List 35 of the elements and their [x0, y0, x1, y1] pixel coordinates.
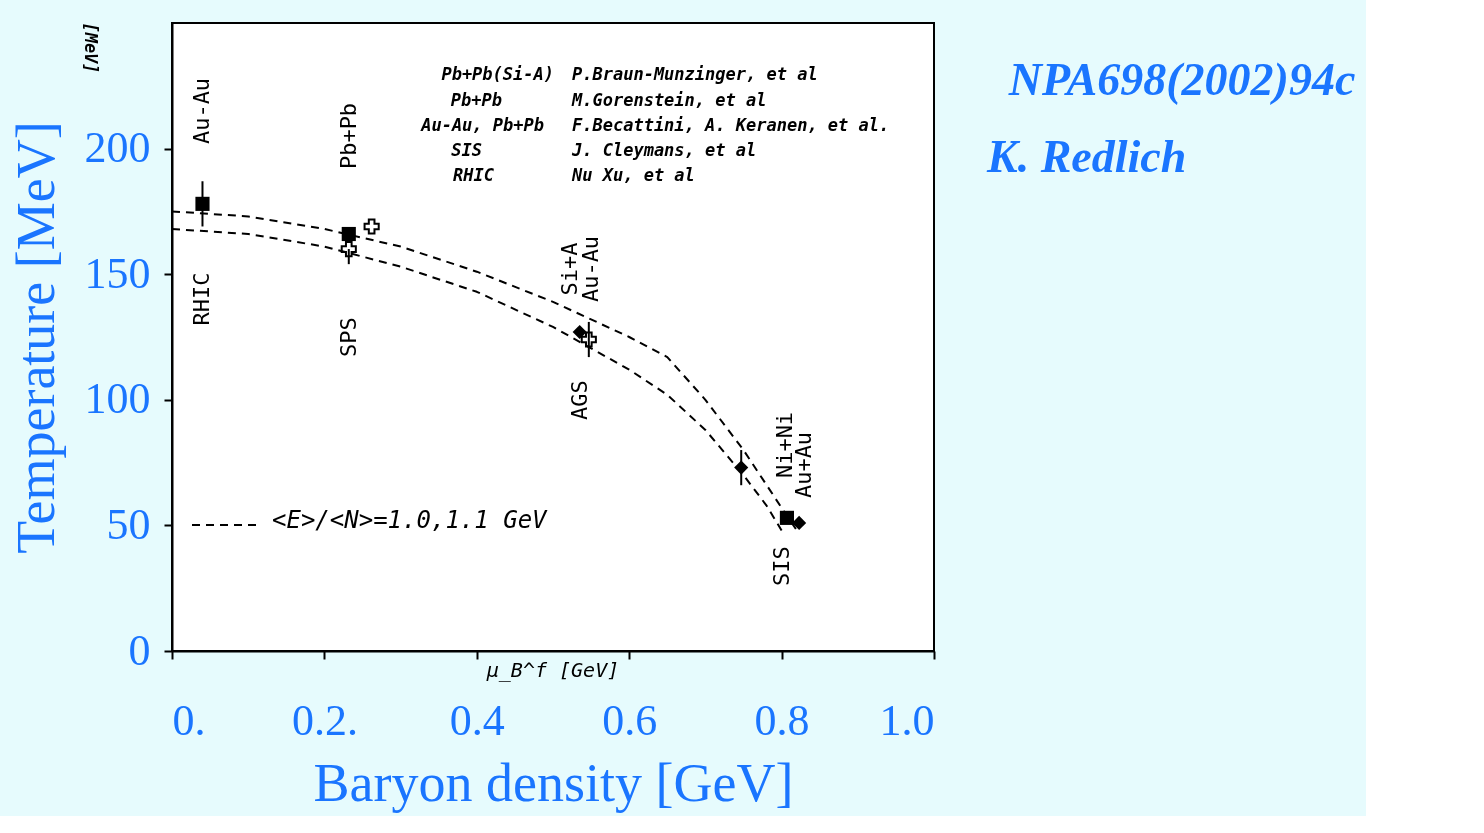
y-tick-label: 100	[84, 374, 151, 424]
annotation: Au-Au	[189, 77, 214, 145]
y-tick-label: 50	[106, 499, 151, 549]
annotation: J. Cleymans, et al	[571, 140, 757, 160]
x-tick-label: 0.4	[449, 695, 505, 745]
annotation: SIS	[451, 140, 482, 160]
x-tick-label: 1.0	[879, 695, 935, 745]
x-tick-label: 0.	[172, 695, 206, 745]
annotation: Nu Xu, et al	[571, 165, 695, 185]
annotation: Pb+Pb(Si-A)	[441, 64, 554, 84]
annotation: M.Gorenstein, et al	[571, 90, 767, 110]
text: K. Redlich	[986, 131, 1187, 182]
x-tick-label: 0.6	[602, 695, 658, 745]
annotation: Pb+Pb	[336, 102, 361, 170]
text: [MeV]	[81, 22, 101, 74]
y-tick-label: 0	[128, 625, 151, 675]
annotation: AGS	[567, 380, 592, 420]
annotation: F.Becattini, A. Keranen, et al.	[572, 115, 890, 135]
annotation: RHIC	[453, 165, 495, 185]
x-tick-label: 0.2.	[291, 695, 358, 745]
annotation: RHIC	[189, 272, 214, 326]
x-axis-title: Baryon density [GeV]	[313, 752, 794, 813]
annotation: Pb+Pb	[450, 90, 502, 110]
annotation: SPS	[336, 317, 361, 357]
annotation: SIS	[769, 546, 794, 586]
legend-label: <E>/<N>=1.0,1.1 GeV	[272, 506, 549, 534]
annotation: Au-Au, Pb+Pb	[420, 115, 544, 135]
annotation: Au+Au	[791, 431, 816, 499]
y-tick-label: 200	[84, 123, 151, 173]
annotation: P.Braun-Munzinger, et al	[572, 64, 818, 84]
y-axis-title: Temperature [MeV]	[5, 121, 66, 554]
text: NPA698(2002)94c	[1007, 54, 1356, 105]
text: μ_B^f [GeV]	[485, 658, 620, 682]
x-tick-label: 0.8	[754, 695, 810, 745]
y-tick-label: 150	[84, 248, 151, 298]
